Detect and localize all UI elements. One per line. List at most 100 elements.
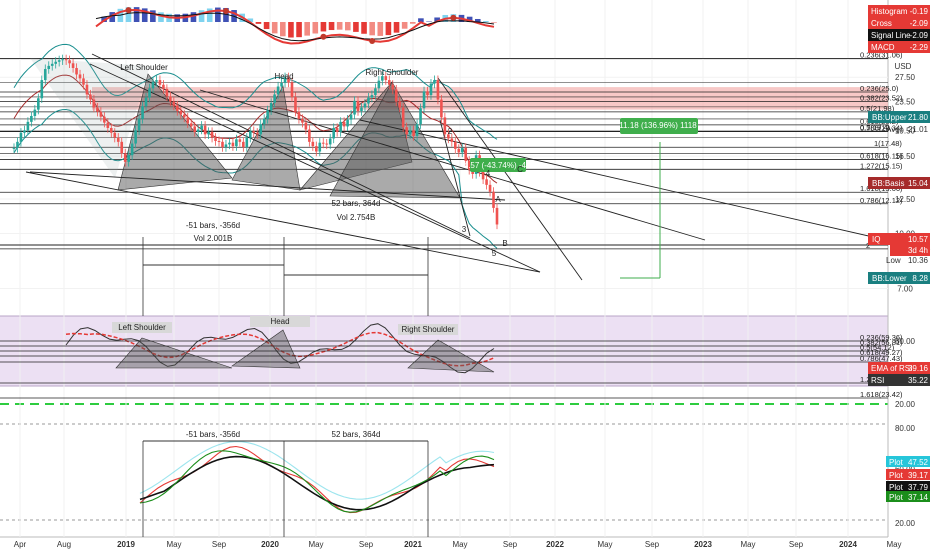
time-tick-label: May: [886, 540, 901, 549]
trend-line: [29, 171, 506, 201]
macd-legend-name: Signal Line: [871, 31, 911, 40]
price-tick-label: 12.50: [895, 195, 916, 204]
macd-cross-dot: [125, 7, 132, 14]
macd-histogram-bar: [312, 22, 319, 34]
macd-legend-tag: [868, 41, 930, 53]
candle-body: [492, 191, 495, 208]
candle-body: [248, 131, 252, 138]
macd-histogram-bar: [109, 12, 116, 22]
candle-body: [429, 83, 433, 96]
candle-body: [301, 118, 304, 123]
price-tag: [890, 244, 930, 256]
fib-level-label: 0.382(23.52): [860, 93, 903, 102]
candle-body: [210, 131, 214, 138]
price-tag: [868, 272, 930, 284]
price-tag-value: 3d 4h: [908, 246, 928, 255]
candle-body: [255, 132, 259, 135]
time-tick-label: Sep: [789, 540, 804, 549]
time-tick-label: 2022: [546, 540, 564, 549]
osc-legend-value: 47.52: [908, 458, 929, 467]
time-tick-label: Aug: [57, 540, 71, 549]
candle-body: [169, 96, 172, 102]
fib-level-label: 0.786(12.12): [860, 196, 903, 205]
price-annotation: 5: [492, 249, 497, 258]
macd-histogram-bar: [418, 18, 424, 22]
candle-body: [311, 141, 315, 147]
candle-body: [200, 125, 203, 130]
candle-body: [353, 100, 356, 115]
macd-line: [95, 8, 495, 45]
candle-body: [228, 142, 231, 145]
macd-legend-value: -2.09: [910, 19, 929, 28]
price-tick-label: 16.50: [895, 152, 916, 161]
price-tag-value: 21.01: [908, 125, 929, 134]
macd-histogram-bar: [328, 22, 335, 31]
macd-histogram-bar: [385, 22, 392, 36]
macd-histogram-bar: [369, 22, 375, 36]
osc-legend-tag: [886, 491, 930, 502]
price-tag: [868, 233, 930, 245]
price-annotation: Vol 2.001B: [194, 234, 233, 243]
macd-histogram-bar: [393, 22, 400, 33]
candle-body: [186, 117, 190, 124]
candle-body: [287, 77, 290, 83]
candle-body: [144, 97, 148, 107]
fib-level-label: 1.272(15.15): [860, 161, 903, 170]
fib-level-label: 0.5(21.98): [860, 104, 895, 113]
macd-histogram-bar: [353, 22, 359, 32]
candle-body: [360, 107, 363, 112]
candle-body: [224, 144, 228, 148]
candle-body: [259, 124, 263, 135]
osc-tick-label: 80.00: [895, 424, 916, 433]
macd-histogram-bar: [158, 12, 164, 22]
candle-body: [68, 60, 71, 64]
time-tick-label: Sep: [212, 540, 227, 549]
price-tag-label: Low: [886, 256, 901, 265]
price-annotation: -4.57 (-43.74%) -457: [461, 161, 535, 170]
candle-body: [304, 122, 308, 130]
candle-body: [346, 119, 349, 127]
candle-body: [193, 126, 196, 132]
candle-body: [269, 102, 273, 111]
time-tick-label: 2019: [117, 540, 135, 549]
rsi-ema-line: [65, 331, 495, 367]
candle-body: [64, 59, 68, 61]
candle-body: [280, 82, 283, 87]
candle-body: [75, 67, 78, 75]
candle-body: [419, 108, 422, 125]
candle-body: [214, 137, 217, 141]
rsi-annotation-box: [250, 316, 310, 327]
candle-body: [370, 95, 374, 98]
candle-body: [367, 97, 370, 104]
rsi-legend-tag: [868, 374, 930, 386]
candle-body: [40, 80, 44, 99]
time-tick-label: Sep: [503, 540, 518, 549]
macd-histogram-bar: [377, 22, 384, 36]
candle-body: [412, 130, 415, 136]
candle-body: [172, 101, 176, 106]
candle-body: [158, 80, 162, 85]
trend-line: [91, 53, 471, 239]
macd-cross-dot: [320, 33, 327, 40]
time-tick-label: Sep: [359, 540, 374, 549]
price-annotation: B: [502, 239, 507, 248]
candle-body: [290, 82, 294, 97]
candle-body: [221, 141, 224, 148]
price-tag-value: 10.57: [908, 235, 929, 244]
time-tick-label: Sep: [645, 540, 660, 549]
candle-body: [495, 207, 499, 225]
candle-body: [196, 129, 200, 132]
pattern-triangle: [329, 81, 461, 199]
candle-body: [252, 131, 256, 133]
candle-body: [130, 143, 134, 156]
candle-body: [176, 105, 179, 112]
trend-line: [439, 119, 471, 237]
macd-histogram-bar: [296, 22, 302, 38]
candle-body: [405, 127, 408, 135]
grid: [0, 0, 888, 537]
candle-body: [377, 80, 381, 89]
candle-body: [116, 137, 120, 142]
candle-body: [89, 94, 92, 100]
candle-body: [120, 141, 124, 154]
